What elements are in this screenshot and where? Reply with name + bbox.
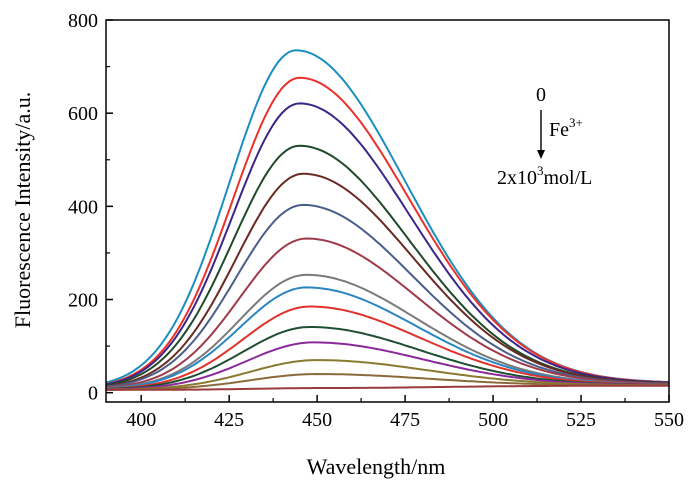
annotation-species-symbol: Fe xyxy=(549,119,569,141)
x-tick-label: 400 xyxy=(126,409,156,431)
y-axis-title: Fluorescence Intensity/a.u. xyxy=(10,92,35,328)
y-tick-label: 800 xyxy=(68,10,98,32)
x-tick-label: 550 xyxy=(654,409,684,431)
annotation-species-charge: 3+ xyxy=(569,115,583,130)
y-tick-label: 400 xyxy=(68,196,98,218)
annotation-bottom: 2x103mol/L xyxy=(497,163,592,189)
x-tick-label: 500 xyxy=(478,409,508,431)
annotation-bottom-exp: 3 xyxy=(537,163,544,178)
series-line-10 xyxy=(106,305,669,390)
x-tick-label: 450 xyxy=(302,409,332,431)
y-tick-label: 200 xyxy=(68,290,98,312)
x-tick-label: 525 xyxy=(566,409,596,431)
series-layer xyxy=(106,49,669,391)
x-tick-label: 425 xyxy=(214,409,244,431)
labels-layer: 400 425 450 475 500 525 550 0 200 400 600 800 xyxy=(68,10,684,431)
series-line-1 xyxy=(106,49,669,384)
x-axis-title: Wavelength/nm xyxy=(307,454,446,479)
annotation-bottom-suffix: mol/L xyxy=(544,167,593,189)
plot-frame xyxy=(105,19,670,403)
x-tick-label: 475 xyxy=(390,409,420,431)
series-line-7 xyxy=(106,237,669,389)
series-line-5 xyxy=(106,172,669,388)
axes-layer xyxy=(105,19,670,403)
annotation-species: Fe3+ xyxy=(549,115,583,141)
annotation-top: 0 xyxy=(536,84,546,106)
y-tick-label: 600 xyxy=(68,103,98,125)
series-line-15 xyxy=(106,384,669,391)
y-tick-label: 0 xyxy=(88,383,98,405)
annotation: 0 Fe3+ 2x103mol/L xyxy=(497,84,592,189)
annotation-arrow-head xyxy=(537,150,545,159)
series-line-6 xyxy=(106,203,669,388)
annotation-bottom-prefix: 2x10 xyxy=(497,167,537,189)
series-line-2 xyxy=(106,76,669,385)
series-line-3 xyxy=(106,102,669,386)
